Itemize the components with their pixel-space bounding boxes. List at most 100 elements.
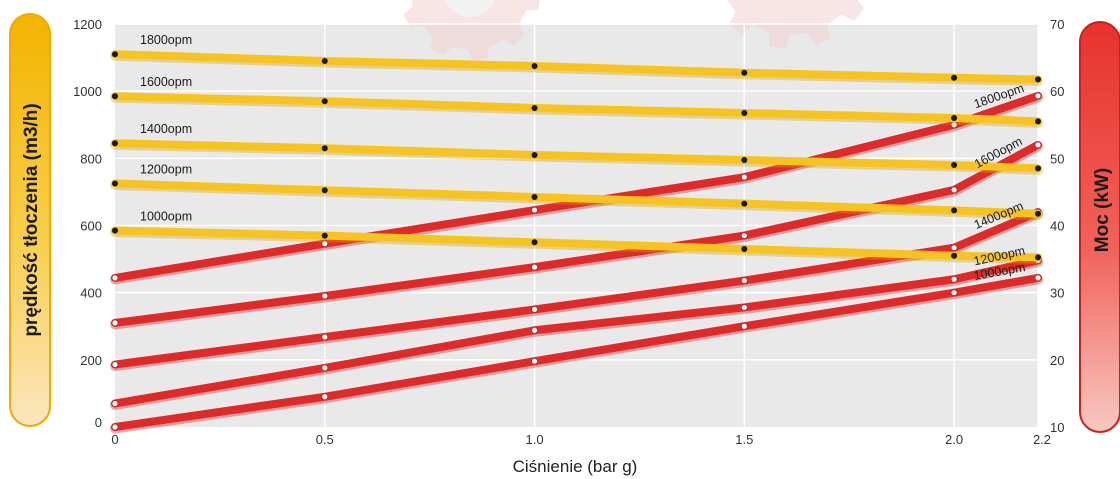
y-right-tick-label: 30 — [1050, 286, 1064, 301]
flow-series-layer — [110, 50, 1043, 264]
power-point — [740, 277, 748, 284]
flow-point — [531, 104, 538, 111]
y-right-tick-label: 20 — [1050, 353, 1064, 368]
power-line — [111, 273, 1042, 431]
power-point — [740, 304, 748, 311]
flow-point — [1035, 76, 1041, 83]
power-point — [531, 357, 538, 365]
y-right-tick-label: 60 — [1050, 84, 1064, 99]
flow-series-1600opm — [110, 92, 1043, 128]
power-point — [111, 423, 119, 431]
flow-point — [531, 62, 538, 69]
flow-line — [111, 226, 1042, 262]
y-axis-right-ticks: 10 20 30 40 50 60 70 — [1050, 17, 1064, 435]
power-point — [321, 393, 329, 401]
power-point — [111, 400, 119, 407]
flow-series-1800opm — [110, 50, 1043, 86]
y-left-tick-label: 1200 — [73, 17, 102, 32]
flow-point — [112, 227, 118, 234]
flow-point — [951, 162, 958, 169]
flow-line — [111, 92, 1042, 126]
x-tick-label: 0 — [111, 432, 118, 447]
flow-point — [741, 157, 748, 164]
power-series-1400opm — [110, 208, 1043, 372]
power-point — [321, 364, 329, 372]
flow-point — [321, 145, 328, 152]
y-left-tick-label: 800 — [80, 151, 102, 166]
left-axis-pill: prędkość tłoczenia (m3/h) — [9, 13, 51, 427]
power-point — [1034, 141, 1042, 149]
gear-hole — [444, 0, 496, 17]
right-axis-pill: Moc (kW) — [1079, 21, 1120, 433]
power-point — [321, 240, 329, 248]
flow-point — [1035, 118, 1041, 125]
flow-point — [1035, 210, 1041, 217]
flow-series-1000opm — [110, 226, 1043, 264]
x-tick-label: 1.0 — [526, 432, 544, 447]
power-point — [950, 275, 958, 283]
power-point — [111, 274, 119, 282]
gear-shape — [403, 0, 540, 61]
flow-point — [951, 252, 958, 259]
power-point — [531, 263, 538, 271]
power-point — [950, 289, 958, 297]
x-tick-label: 2.2 — [1033, 432, 1051, 447]
flow-series-1400opm — [110, 139, 1043, 175]
y-right-tick-label: 50 — [1050, 151, 1064, 166]
flow-point — [741, 109, 748, 116]
y-right-tick-label: 10 — [1050, 420, 1064, 435]
y-left-tick-label: 0 — [95, 415, 102, 430]
y-axis-left-title: prędkość tłoczenia (m3/h) — [21, 103, 42, 336]
flow-point — [321, 187, 328, 194]
power-line — [111, 140, 1042, 327]
y-left-tick-label: 400 — [80, 286, 102, 301]
flow-point — [112, 51, 118, 58]
flow-point — [112, 93, 118, 100]
flow-point — [531, 239, 538, 246]
flow-series-1200opm — [110, 179, 1043, 221]
flow-line — [111, 139, 1042, 173]
flow-point — [951, 74, 958, 81]
power-point — [1034, 274, 1042, 282]
x-axis-ticks: 0 0.5 1.0 1.5 2.0 2.2 — [111, 432, 1051, 447]
power-point — [950, 186, 958, 194]
flow-series-label: 1000opm — [140, 210, 192, 224]
flow-point — [321, 57, 328, 64]
y-axis-right-title: Moc (kW) — [1092, 168, 1113, 252]
power-point — [531, 206, 538, 214]
power-point — [111, 319, 119, 327]
y-left-tick-label: 200 — [80, 353, 102, 368]
power-line — [111, 256, 1042, 408]
flow-point — [531, 151, 538, 158]
power-point — [740, 232, 748, 239]
flow-series-label: 1600opm — [140, 75, 192, 89]
y-right-tick-label: 40 — [1050, 219, 1064, 234]
power-point — [321, 292, 329, 300]
x-tick-label: 1.5 — [735, 432, 753, 447]
x-axis-title: Ciśnienie (bar g) — [513, 457, 638, 476]
flow-point — [741, 200, 748, 207]
power-point — [531, 306, 538, 313]
flow-point — [321, 98, 328, 105]
flow-point — [951, 115, 958, 122]
gear-icon — [403, 0, 540, 61]
x-tick-label: 2.0 — [945, 432, 963, 447]
power-point — [111, 361, 119, 368]
power-line — [111, 208, 1042, 369]
flow-point — [321, 232, 328, 239]
power-point — [531, 326, 538, 334]
flow-point — [1035, 254, 1041, 261]
flow-series-label: 1200opm — [140, 163, 192, 177]
flow-point — [112, 140, 118, 147]
flow-point — [951, 207, 958, 214]
flow-point — [741, 69, 748, 76]
flow-point — [531, 193, 538, 200]
flow-point — [112, 180, 118, 187]
flow-point — [741, 246, 748, 253]
power-point — [1034, 92, 1042, 100]
flow-line — [111, 179, 1042, 218]
flow-series-label: 1800opm — [140, 33, 192, 47]
power-series-1200opm — [110, 256, 1043, 410]
power-point — [740, 322, 748, 330]
